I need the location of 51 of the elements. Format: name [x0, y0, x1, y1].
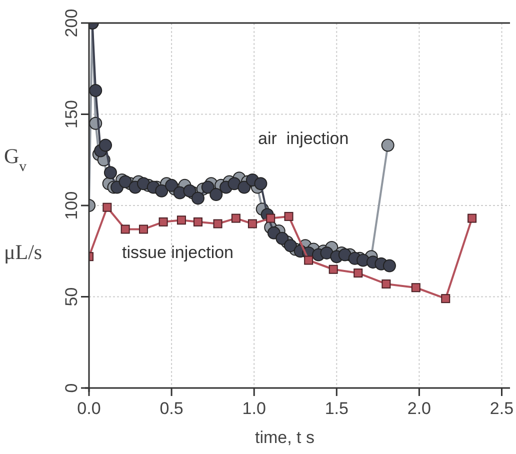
- y-tick-label: 0: [62, 383, 81, 393]
- x-tick-label: 1.5: [324, 399, 348, 418]
- point: [158, 217, 168, 226]
- annotation: tissue injection: [122, 243, 234, 262]
- x-tick-label: 2.5: [490, 399, 514, 418]
- point: [210, 188, 223, 202]
- point: [213, 219, 222, 228]
- point: [276, 232, 289, 245]
- point: [99, 138, 112, 152]
- point: [254, 177, 268, 190]
- y-tick-label: 150: [62, 100, 81, 128]
- text: G$_{v}$ μL/s: [4, 144, 42, 264]
- point: [354, 268, 363, 278]
- point: [320, 246, 334, 260]
- x-tick-label: 2.0: [407, 399, 432, 418]
- point: [228, 177, 241, 190]
- point: [411, 283, 420, 292]
- point: [183, 184, 196, 198]
- point: [102, 202, 112, 212]
- point: [201, 180, 214, 194]
- point: [238, 180, 251, 194]
- point: [382, 279, 391, 288]
- point: [176, 216, 186, 225]
- point: [136, 177, 150, 190]
- x-tick-label: 0.0: [77, 399, 101, 418]
- point: [304, 256, 314, 265]
- point: [441, 294, 450, 304]
- y-tick-label: 200: [62, 8, 81, 38]
- point: [248, 219, 257, 228]
- point: [104, 166, 117, 180]
- annotation: air injection: [258, 129, 349, 148]
- point: [89, 84, 102, 98]
- point: [468, 214, 477, 223]
- y-tick-label: 50: [62, 287, 81, 306]
- point: [231, 214, 240, 223]
- point: [118, 175, 132, 188]
- point: [328, 264, 338, 274]
- point: [382, 259, 396, 272]
- point: [284, 212, 294, 221]
- y-tick-label: 100: [62, 191, 81, 220]
- point: [165, 178, 178, 192]
- x-tick-label: 1.0: [242, 399, 266, 418]
- x-axis-title: time, t s: [255, 428, 315, 447]
- point: [381, 138, 394, 152]
- point: [120, 224, 130, 234]
- x-tick-label: 0.5: [160, 399, 184, 418]
- point: [338, 248, 352, 262]
- point: [138, 224, 148, 234]
- point: [191, 192, 204, 205]
- point: [193, 217, 202, 226]
- point: [155, 184, 168, 198]
